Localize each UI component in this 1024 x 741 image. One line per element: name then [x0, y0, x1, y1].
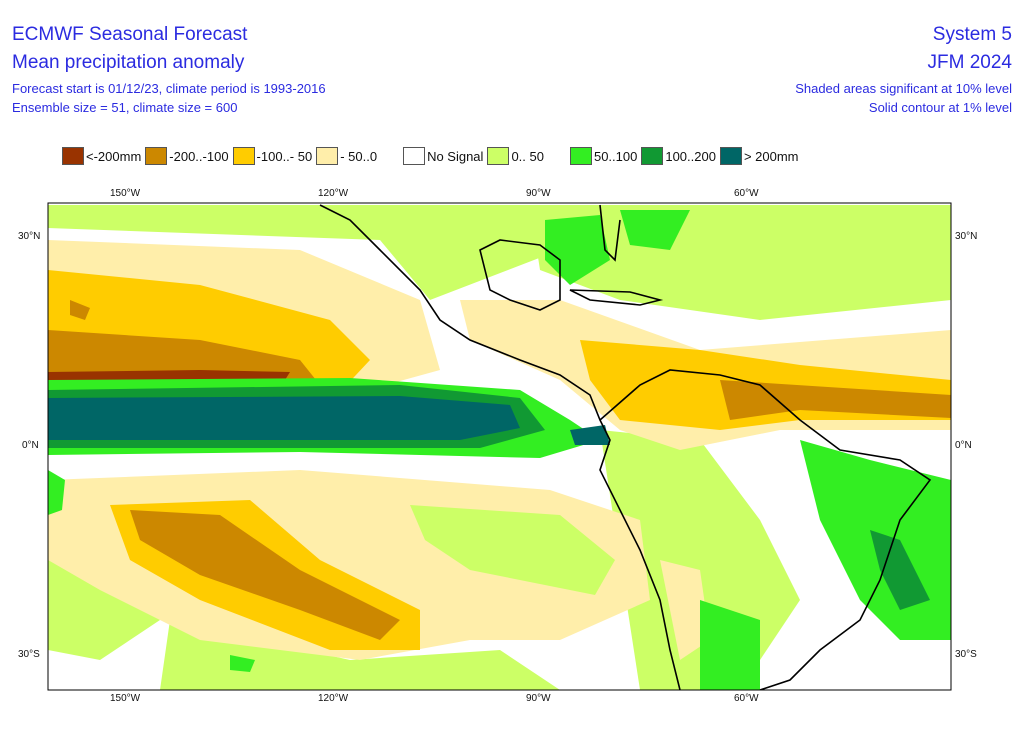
legend-swatch: [62, 147, 84, 165]
legend-item: -100..- 50: [232, 147, 313, 165]
legend-swatch: [145, 147, 168, 165]
coastline: [319, 204, 932, 690]
ensemble-info: Ensemble size = 51, climate size = 600: [12, 100, 238, 115]
lon-label-bottom: 60°W: [734, 693, 759, 704]
anomaly-50-100: [620, 210, 690, 250]
forecast-info: Forecast start is 01/12/23, climate peri…: [12, 81, 326, 96]
lon-label-bottom: 90°W: [526, 693, 551, 704]
lon-label-bottom: 120°W: [318, 693, 349, 704]
legend-label: -200..-100: [169, 148, 229, 164]
lat-label-left: 0°N: [22, 440, 39, 451]
title: ECMWF Seasonal Forecast: [12, 24, 248, 45]
lon-label-top: 120°W: [318, 188, 349, 199]
anomaly-50-100: [230, 655, 255, 672]
legend-label: > 200mm: [743, 148, 799, 164]
lat-label-right: 30°S: [955, 649, 977, 660]
lat-label-right: 0°N: [955, 440, 972, 451]
map-frame: [47, 202, 952, 691]
contour-note: Solid contour at 1% level: [868, 100, 1012, 115]
anomaly-0-50: [160, 620, 560, 690]
legend-swatch: [569, 147, 592, 165]
anomaly-50-100: [545, 215, 610, 285]
legend-swatch: [487, 147, 510, 165]
anomaly-neg-100-200: [70, 300, 90, 320]
anomaly-0-50: [410, 505, 615, 595]
anomaly-0-50: [48, 205, 560, 300]
legend-item: -200..-100: [145, 147, 229, 165]
lon-label-top: 60°W: [734, 188, 759, 199]
lon-label-bottom: 150°W: [110, 693, 141, 704]
legend-swatch: [232, 147, 255, 165]
legend-swatch: [316, 147, 339, 165]
legend-label: No Signal: [427, 148, 484, 164]
legend-label: 50..100: [593, 148, 638, 164]
anomaly-gt-200: [570, 425, 610, 445]
legend: <-200mm -200..-100 -100..- 50 - 50..0 No Sig…: [62, 147, 803, 165]
anomaly-50-100: [700, 600, 760, 690]
lat-label-left: 30°S: [18, 649, 40, 660]
legend-item: <-200mm: [62, 147, 141, 165]
subtitle: Mean precipitation anomaly: [12, 52, 245, 73]
anomaly-neg-100-200: [720, 380, 951, 420]
system-label: System 5: [932, 24, 1012, 45]
legend-item: 100..200: [641, 147, 716, 165]
legend-swatch: [719, 147, 742, 165]
legend-item: > 200mm: [719, 147, 799, 165]
legend-label: 100..200: [665, 148, 716, 164]
anomaly-50-100: [48, 470, 65, 515]
lon-label-top: 150°W: [110, 188, 141, 199]
legend-item: No Signal: [403, 147, 483, 165]
lon-label-top: 90°W: [526, 188, 551, 199]
anomaly-100-200: [870, 530, 930, 610]
legend-item: 0.. 50: [487, 147, 544, 165]
legend-swatch: [641, 147, 664, 165]
legend-label: <-200mm: [86, 148, 142, 164]
significance-note: Shaded areas significant at 10% level: [795, 81, 1012, 96]
lat-label-right: 30°N: [955, 231, 978, 242]
legend-label: - 50..0: [340, 148, 378, 164]
anomaly-neg-0-50: [660, 560, 710, 660]
lat-label-left: 30°N: [18, 231, 41, 242]
legend-item: - 50..0: [316, 147, 377, 165]
legend-label: -100..- 50: [256, 148, 313, 164]
anomaly-neg-100-200: [130, 510, 400, 640]
legend-swatch: [403, 147, 426, 165]
anomaly-gt-200: [48, 396, 520, 440]
period-label: JFM 2024: [927, 52, 1012, 73]
legend-label: 0.. 50: [511, 148, 544, 164]
legend-item: 50..100: [569, 147, 638, 165]
